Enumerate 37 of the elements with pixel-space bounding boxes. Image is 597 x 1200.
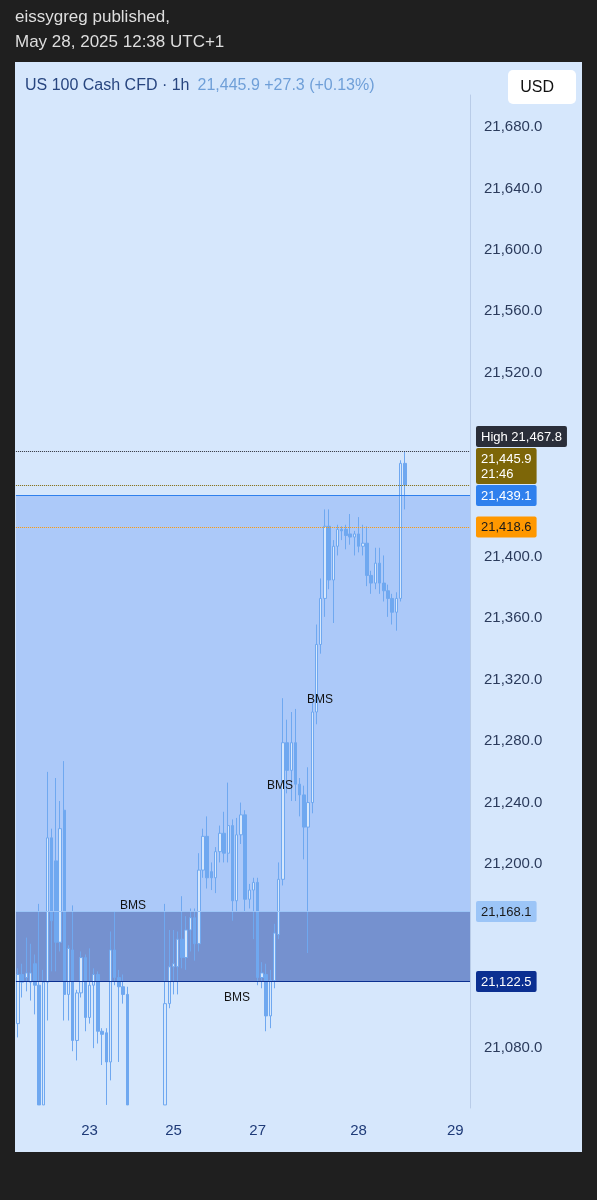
x-tick-label: 29	[446, 1121, 464, 1138]
annotation: BMS	[306, 692, 334, 706]
ref-line-label: 21,445.9 21:46	[481, 450, 532, 481]
y-axis-title: USD	[508, 70, 576, 104]
y-tick-label: 21,640.0	[484, 178, 543, 196]
annotation: BMS	[223, 990, 251, 1004]
x-tick-label: 23	[81, 1121, 98, 1138]
y-tick-label: 21,520.0	[484, 362, 543, 380]
text: eissygreg published,	[15, 6, 171, 28]
y-tick-label: 21,680.0	[484, 117, 543, 135]
annotation: BMS	[119, 898, 147, 912]
chart-subtitle: 21,445.9 +27.3 (+0.13%)	[197, 76, 375, 93]
y-tick-label: 21,560.0	[484, 301, 543, 319]
y-tick-label: 21,280.0	[484, 731, 543, 749]
y-tick-label: 21,320.0	[484, 669, 543, 687]
ref-line-label: 21,168.1	[481, 903, 532, 919]
annotation: BMS	[266, 778, 294, 792]
x-tick-label: 28	[350, 1121, 367, 1138]
y-tick-label: 21,360.0	[484, 608, 543, 626]
x-tick-label: 25	[165, 1121, 182, 1138]
candlestick	[264, 963, 268, 1032]
y-tick-label: 21,400.0	[484, 546, 543, 564]
chart-title: US 100 Cash CFD · 1h	[25, 76, 190, 93]
candlestick	[205, 815, 209, 890]
ref-line-label: 21,418.6	[481, 519, 532, 535]
y-tick-label: 21,080.0	[484, 1038, 543, 1056]
y-tick-label: 21,600.0	[484, 239, 543, 257]
x-tick-label: 27	[249, 1121, 267, 1138]
text: May 28, 2025 12:38 UTC+1	[15, 31, 225, 53]
candlestick	[163, 903, 167, 1106]
candlestick	[54, 777, 58, 972]
candlestick	[37, 903, 41, 1106]
y-tick-label: 21,200.0	[484, 853, 543, 871]
ref-line-label: 21,122.5	[481, 973, 532, 989]
y-tick-label: 21,240.0	[484, 792, 543, 810]
ref-line-label: 21,439.1	[481, 487, 532, 503]
ref-line-label: High 21,467.8	[481, 428, 562, 444]
